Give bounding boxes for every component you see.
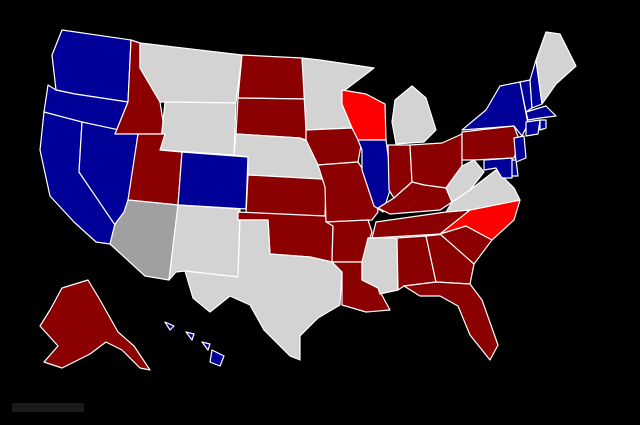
- state-ny[interactable]: [461, 81, 529, 137]
- map-credit: [12, 403, 84, 412]
- state-tx[interactable]: [184, 219, 343, 361]
- state-va[interactable]: [445, 169, 521, 213]
- state-me[interactable]: [535, 31, 577, 105]
- state-ma[interactable]: [525, 105, 557, 121]
- state-nm[interactable]: [168, 204, 241, 281]
- state-ct[interactable]: [525, 119, 541, 137]
- state-mt[interactable]: [139, 42, 243, 104]
- state-mo[interactable]: [317, 161, 379, 223]
- state-wy[interactable]: [159, 101, 237, 156]
- state-mi[interactable]: [391, 85, 437, 145]
- state-ri[interactable]: [539, 119, 547, 131]
- state-wv[interactable]: [445, 159, 485, 203]
- state-fl[interactable]: [403, 281, 499, 361]
- state-il[interactable]: [357, 139, 393, 213]
- state-pa[interactable]: [461, 125, 521, 161]
- state-nd[interactable]: [237, 54, 307, 100]
- state-hi[interactable]: [164, 321, 225, 367]
- state-co[interactable]: [177, 151, 249, 210]
- state-sd[interactable]: [235, 97, 307, 141]
- state-ks[interactable]: [245, 174, 327, 217]
- state-ak[interactable]: [39, 279, 151, 371]
- state-md[interactable]: [483, 157, 513, 179]
- state-nj[interactable]: [513, 135, 527, 163]
